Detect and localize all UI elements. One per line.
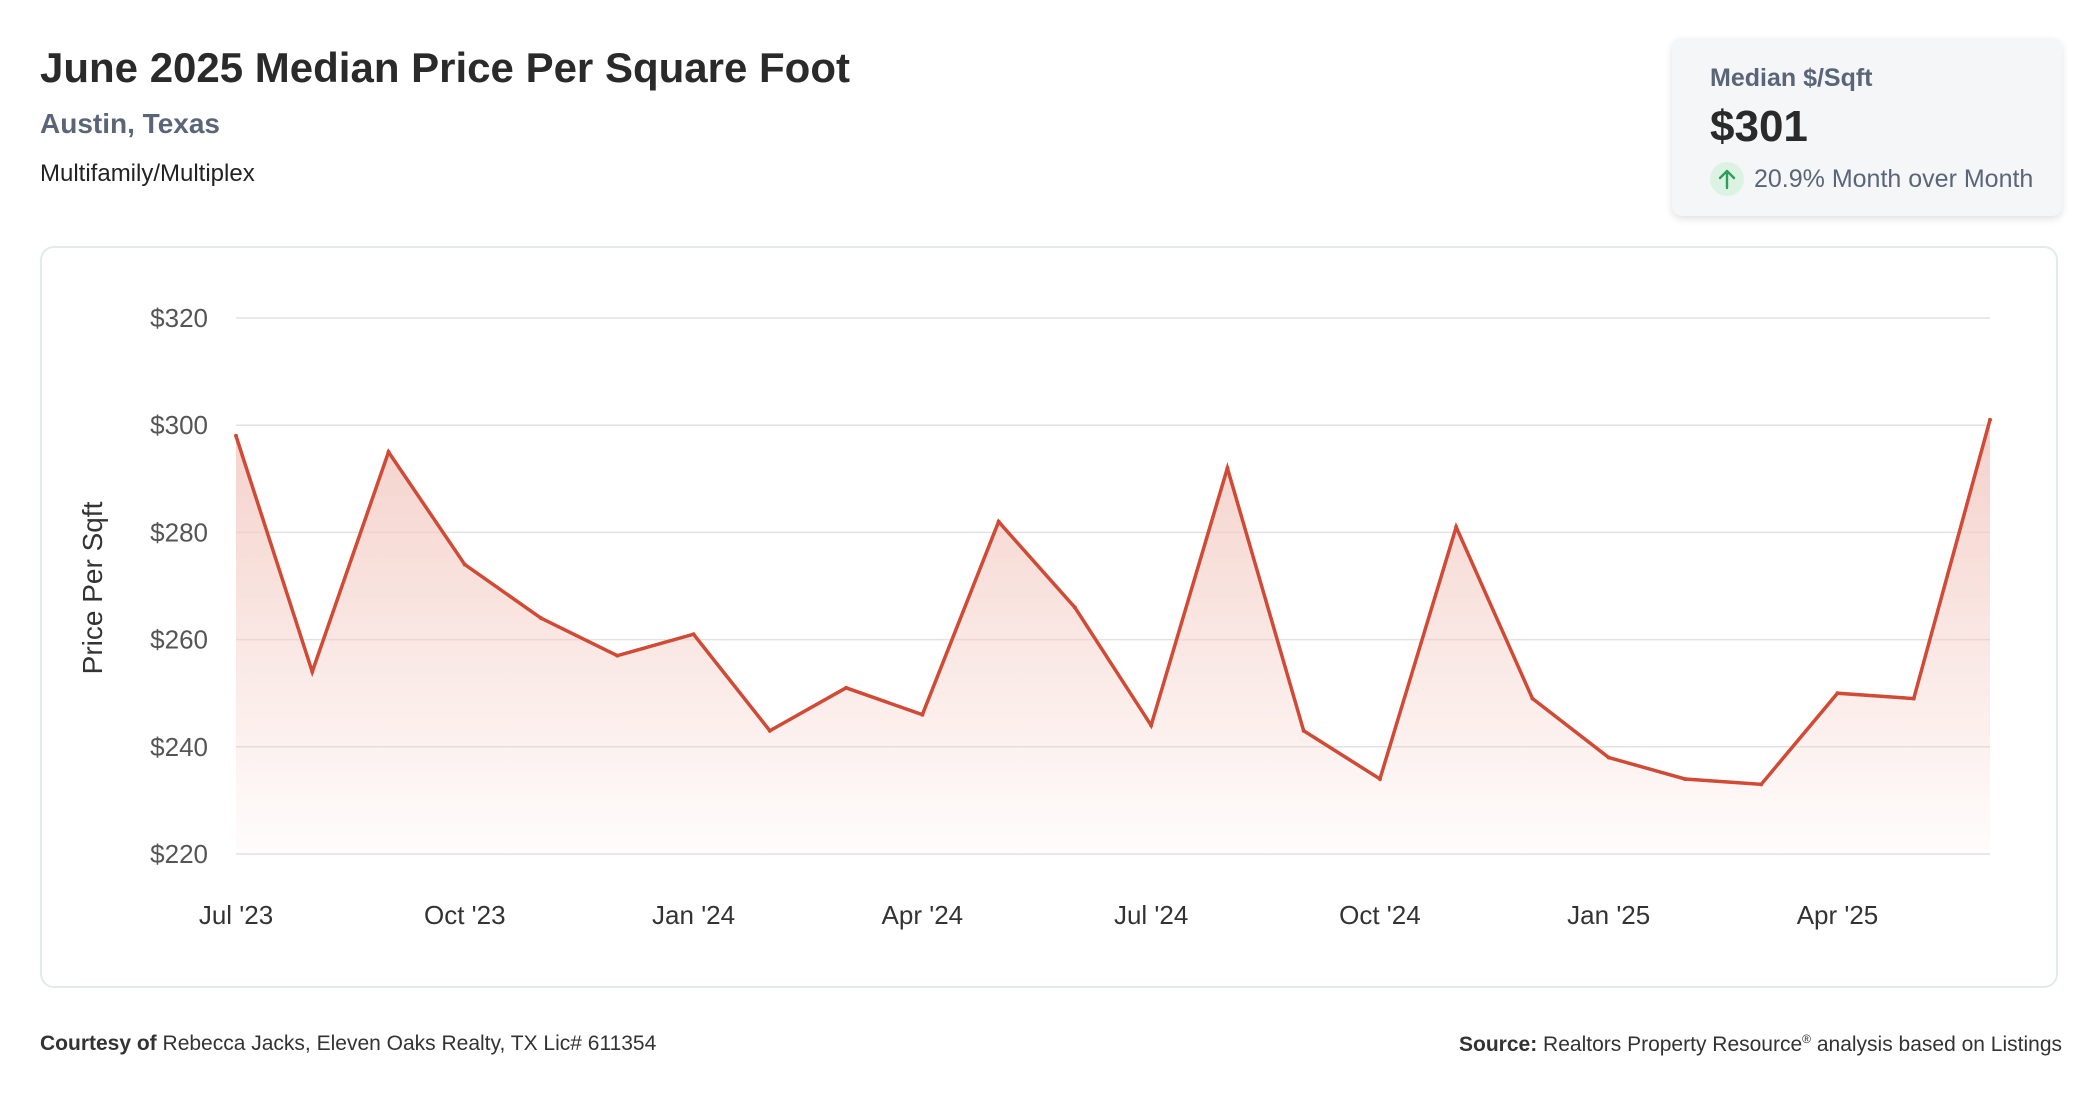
stat-value: $301 [1710,102,1808,151]
x-tick-label: Jul '24 [1114,900,1188,930]
source-text-1: Realtors Property Resource [1543,1033,1803,1056]
price-line [234,418,1992,787]
data-point[interactable] [1606,755,1611,760]
data-point[interactable] [1835,691,1840,696]
data-point[interactable] [1301,728,1306,733]
property-type-label: Multifamily/Multiplex [40,160,255,187]
y-axis-title: Price Per Sqft [77,501,108,674]
source-text-2: analysis based on Listings [1816,1033,2062,1056]
footer-courtesy: Courtesy of Rebecca Jacks, Eleven Oaks R… [40,1032,656,1056]
data-point[interactable] [615,653,620,658]
data-point[interactable] [1759,782,1764,787]
data-point[interactable] [1911,696,1916,701]
price-area [236,419,1990,854]
data-point[interactable] [920,712,925,717]
courtesy-text: Rebecca Jacks, Eleven Oaks Realty, TX Li… [162,1032,657,1055]
y-tick-label: $260 [150,625,208,655]
source-label: Source: [1459,1033,1538,1056]
data-point[interactable] [1530,696,1535,701]
courtesy-label: Courtesy of [40,1032,157,1055]
x-tick-label: Jul '23 [199,900,273,930]
data-point[interactable] [386,450,391,454]
y-tick-label: $280 [150,517,208,547]
y-tick-label: $300 [150,410,208,440]
data-point[interactable] [1225,466,1230,471]
stat-change: 20.9% Month over Month [1710,162,2033,196]
x-tick-label: Apr '25 [1797,900,1879,930]
registered-mark: ® [1802,1032,1811,1046]
location-label: Austin, Texas [40,108,220,139]
data-point[interactable] [1988,417,1992,422]
footer-source: Source: Realtors Property Resource® anal… [1459,1032,2062,1057]
stat-label: Median $/Sqft [1710,64,1873,92]
arrow-up-icon [1710,162,1744,196]
data-point[interactable] [310,669,315,674]
data-point[interactable] [691,632,696,637]
x-tick-label: Jan '24 [652,900,735,930]
x-tick-label: Oct '23 [424,900,506,930]
data-point[interactable] [1149,723,1154,728]
data-point[interactable] [767,728,772,733]
stat-change-text: 20.9% Month over Month [1754,164,2034,193]
data-point[interactable] [844,685,849,690]
data-point[interactable] [1454,525,1459,530]
data-point[interactable] [996,519,1001,524]
data-point[interactable] [462,562,467,567]
data-point[interactable] [1682,776,1687,781]
x-tick-label: Jan '25 [1567,900,1650,930]
median-stat-card: Median $/Sqft $301 20.9% Month over Mont… [1672,38,2062,216]
data-point[interactable] [1072,605,1077,610]
data-point[interactable] [234,433,238,438]
x-tick-label: Oct '24 [1339,900,1421,930]
price-chart: $220 $240 $260 $280 $300 $320 Jul '23 Oct '23 J… [77,303,1992,930]
y-tick-label: $320 [150,303,208,333]
y-tick-label: $240 [150,732,208,762]
data-point[interactable] [539,616,544,621]
x-tick-label: Apr '24 [882,900,964,930]
data-point[interactable] [1377,776,1382,781]
y-tick-label: $220 [150,839,208,869]
page-title: June 2025 Median Price Per Square Foot [40,44,850,91]
chart-panel: $220 $240 $260 $280 $300 $320 Jul '23 Oct '23 J… [40,246,2058,988]
